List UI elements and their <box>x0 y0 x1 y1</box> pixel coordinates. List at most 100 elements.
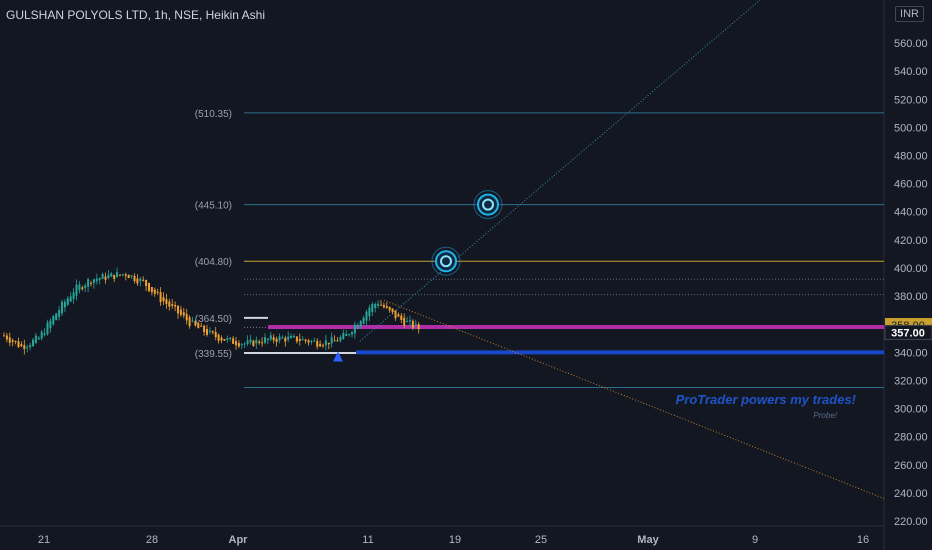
target-ring <box>477 193 499 216</box>
time-tick-label: 11 <box>362 534 373 546</box>
target-core <box>440 255 452 268</box>
time-tick-label: 21 <box>38 534 50 546</box>
candle-body <box>52 315 55 325</box>
price-badge <box>884 324 932 340</box>
candle-body <box>255 339 258 344</box>
candle-body <box>371 304 374 312</box>
candle-body <box>8 337 11 343</box>
target-core <box>482 198 494 211</box>
candle-body <box>281 337 284 339</box>
candle-body <box>142 279 145 281</box>
candle-body <box>200 325 203 327</box>
candle-body <box>391 308 394 313</box>
candle-body <box>119 274 121 276</box>
level-label: (510.35) <box>195 109 232 120</box>
level-label: (339.55) <box>195 349 232 360</box>
candle-body <box>409 320 411 322</box>
candle-body <box>17 341 20 348</box>
candle-body <box>72 292 75 299</box>
candle-body <box>203 325 206 333</box>
price-tick-label: 300.00 <box>894 404 928 416</box>
currency-button[interactable]: INR <box>895 6 924 22</box>
candle-body <box>385 306 388 308</box>
candle-body <box>394 310 397 319</box>
candle-body <box>232 338 235 344</box>
candle-body <box>133 275 136 282</box>
candle-body <box>237 343 240 347</box>
candle-body <box>261 342 264 344</box>
candle-body <box>171 304 174 306</box>
candle-body <box>101 274 104 279</box>
price-tick-label: 220.00 <box>894 516 928 528</box>
candle-body <box>293 335 295 338</box>
candle-body <box>287 336 290 340</box>
candle-body <box>339 337 342 341</box>
candle-body <box>14 340 17 342</box>
candle-body <box>40 331 43 339</box>
candle-body <box>223 339 226 341</box>
candle-body <box>400 315 403 321</box>
candle-body <box>206 329 208 335</box>
candle-body <box>37 337 40 340</box>
level-label: (445.10) <box>195 201 232 212</box>
level-label: (364.50) <box>195 314 232 325</box>
target-ring-outer <box>431 246 461 276</box>
candle-body <box>249 339 252 343</box>
time-tick-label: May <box>637 534 659 546</box>
candle-body <box>235 341 237 346</box>
candle-body <box>319 343 322 347</box>
target-ring <box>435 250 457 273</box>
price-tick-label: 280.00 <box>894 432 928 444</box>
candle-body <box>220 337 223 341</box>
candle-body <box>382 304 385 308</box>
candle-body <box>290 335 293 339</box>
price-axis[interactable]: 220.00 240.00 260.00 280.00 300.00 320.00 340.… <box>894 38 928 528</box>
price-tick-label: 420.00 <box>894 235 928 247</box>
candle-body <box>406 321 409 323</box>
candle-body <box>356 324 359 329</box>
candle-body <box>98 278 101 280</box>
price-tick-label: 560.00 <box>894 38 928 50</box>
price-tick-label: 400.00 <box>894 263 928 275</box>
candle-body <box>136 278 139 284</box>
time-tick-label: 9 <box>752 534 758 546</box>
candle-body <box>414 323 417 325</box>
price-tick-label: 320.00 <box>894 375 928 387</box>
candle-body <box>258 341 261 343</box>
candles <box>3 267 420 355</box>
candle-body <box>43 333 46 336</box>
candle-body <box>107 275 110 279</box>
time-axis[interactable]: 21 28 Apr 11 19 25 May 9 16 <box>38 534 869 546</box>
candle-body <box>191 320 194 322</box>
candle-body <box>20 344 23 347</box>
candle-body <box>75 284 78 296</box>
candle-body <box>162 297 165 302</box>
candle-body <box>58 309 61 317</box>
price-tick-label: 440.00 <box>894 207 928 219</box>
candle-body <box>127 275 130 279</box>
candle-body <box>139 278 142 281</box>
candle-body <box>226 338 229 340</box>
candle-body <box>365 311 368 321</box>
chart-title: GULSHAN POLYOLS LTD, 1h, NSE, Heikin Ash… <box>6 8 265 22</box>
candle-body <box>316 340 319 347</box>
candle-body <box>403 317 406 326</box>
candle-body <box>336 340 339 342</box>
candle-body <box>327 342 330 345</box>
price-tick-label: 520.00 <box>894 94 928 106</box>
candle-body <box>168 301 171 307</box>
candle-body <box>185 313 188 321</box>
candle-body <box>322 345 324 347</box>
price-tick-label: 240.00 <box>894 488 928 500</box>
candle-body <box>217 334 220 341</box>
candle-body <box>150 287 153 293</box>
candle-body <box>148 283 150 292</box>
fib-levels: (510.35) (445.10) (404.80) (364.50) (339.55) <box>195 109 884 388</box>
candle-body <box>92 279 95 284</box>
candle-body <box>26 347 29 349</box>
price-tick-label: 460.00 <box>894 179 928 191</box>
candle-body <box>240 344 243 346</box>
candle-body <box>177 305 179 314</box>
candle-body <box>324 340 327 346</box>
